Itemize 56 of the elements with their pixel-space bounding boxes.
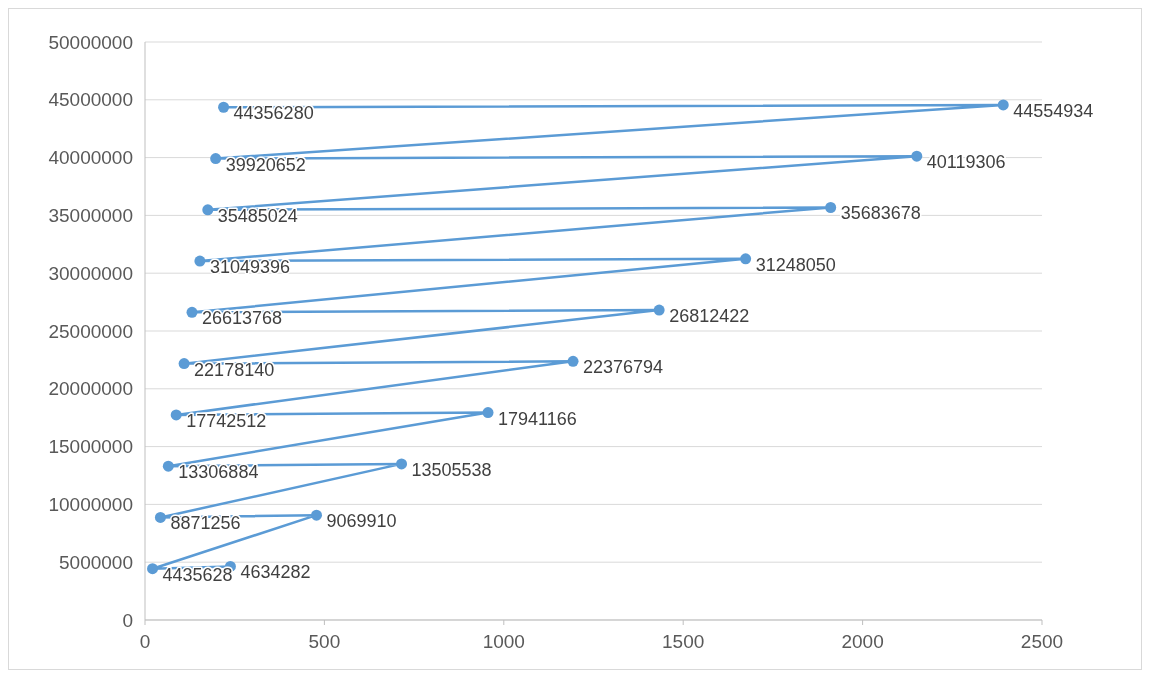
data-label: 31049396 bbox=[209, 257, 290, 278]
x-tick-label: 500 bbox=[308, 631, 341, 652]
point bbox=[147, 563, 159, 575]
data-label: 13306884 bbox=[178, 462, 259, 483]
point bbox=[218, 101, 230, 113]
data-label: 8871256 bbox=[170, 513, 241, 534]
point bbox=[911, 150, 923, 162]
y-tick-label: 15000000 bbox=[48, 436, 133, 458]
data-label: 26613768 bbox=[202, 308, 283, 329]
data-label: 39920652 bbox=[225, 154, 306, 175]
data-label: 44356280 bbox=[233, 103, 314, 124]
y-tick-label: 30000000 bbox=[48, 262, 133, 284]
point bbox=[194, 255, 206, 267]
point bbox=[997, 99, 1009, 111]
y-tick-label: 40000000 bbox=[48, 147, 133, 169]
point bbox=[202, 204, 214, 216]
point bbox=[186, 306, 198, 318]
x-tick-label: 1000 bbox=[482, 631, 525, 652]
data-label: 35683678 bbox=[840, 203, 921, 224]
data-label: 4634282 bbox=[240, 562, 311, 583]
data-label: 26812422 bbox=[669, 306, 750, 327]
point bbox=[567, 355, 579, 367]
point bbox=[740, 253, 752, 265]
data-label: 35485024 bbox=[217, 205, 298, 226]
point bbox=[396, 458, 408, 470]
data-label: 17742512 bbox=[186, 410, 267, 431]
data-label: 9069910 bbox=[326, 511, 397, 532]
data-label: 44554934 bbox=[1013, 100, 1094, 121]
data-label: 22376794 bbox=[583, 357, 664, 378]
point bbox=[170, 409, 182, 421]
point bbox=[825, 202, 837, 213]
y-tick-label: 5000000 bbox=[59, 551, 133, 573]
x-tick-label: 1500 bbox=[662, 631, 705, 652]
data-label: 40119306 bbox=[926, 152, 1006, 173]
x-tick-label: 2000 bbox=[841, 631, 884, 652]
y-tick-label: 50000000 bbox=[48, 31, 133, 53]
x-tick-label: 0 bbox=[139, 631, 151, 652]
data-label: 31248050 bbox=[755, 254, 836, 275]
data-label: 17941166 bbox=[498, 408, 577, 429]
data-label: 13505538 bbox=[411, 459, 492, 480]
data-label: 22178140 bbox=[194, 359, 275, 380]
y-tick-label: 0 bbox=[122, 609, 133, 631]
y-tick-label: 45000000 bbox=[48, 89, 133, 111]
point bbox=[311, 509, 323, 521]
point bbox=[653, 304, 665, 316]
point bbox=[162, 460, 174, 472]
y-tick-label: 25000000 bbox=[48, 320, 133, 342]
y-tick-label: 20000000 bbox=[48, 378, 133, 400]
y-tick-label: 35000000 bbox=[48, 205, 133, 227]
point bbox=[154, 511, 166, 523]
point bbox=[178, 358, 190, 370]
point bbox=[482, 407, 494, 419]
x-tick-label: 2500 bbox=[1020, 631, 1064, 652]
point bbox=[210, 153, 222, 165]
y-tick-label: 10000000 bbox=[48, 494, 133, 516]
data-label: 4435628 bbox=[162, 564, 233, 585]
